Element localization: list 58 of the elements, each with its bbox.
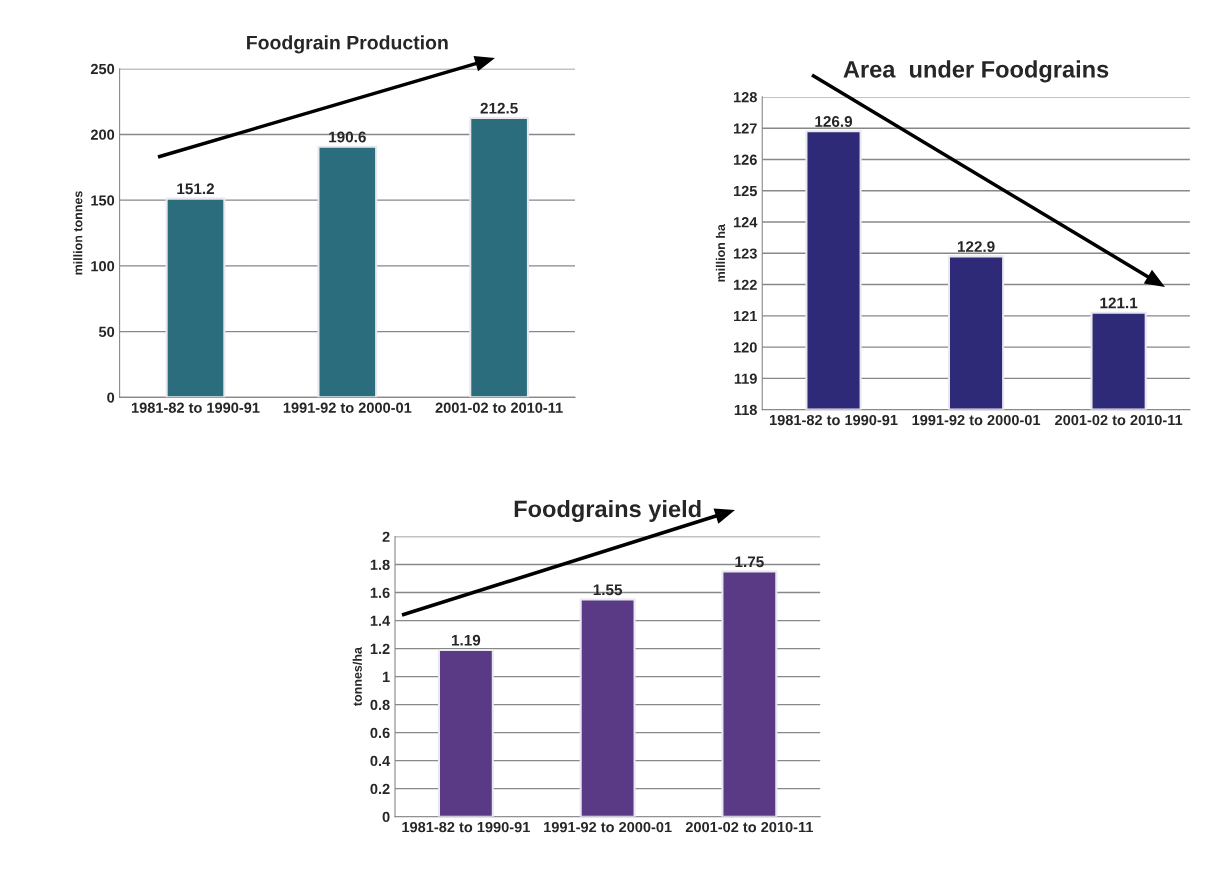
y-axis-title: million ha [715,224,726,282]
y-tick-label: 0.4 [370,755,391,767]
data-label: 1.19 [451,634,481,646]
y-tick-label: 100 [91,260,115,272]
bar [317,145,378,398]
y-tick-label: 119 [734,373,757,384]
data-label: 122.9 [957,241,995,253]
bar [469,116,529,398]
data-label: 1.55 [593,584,623,596]
x-tick-label: 1981-82 to 1990-91 [769,414,898,426]
data-label: 190.6 [329,131,366,143]
y-tick-label: 0 [382,811,390,823]
data-label: 212.5 [480,102,518,114]
y-axis-title: tonnes/ha [352,647,362,706]
data-label: 121.1 [1100,297,1138,309]
y-tick-label: 200 [90,129,115,140]
y-tick-label: 1.2 [370,643,390,654]
y-tick-label: 118 [734,404,757,416]
y-tick-label: 0.2 [370,783,390,795]
bar [579,598,636,817]
y-tick-label: 2 [382,531,390,542]
x-tick-label: 1981-82 to 1990-91 [402,821,530,833]
y-tick-label: 121 [733,310,757,322]
x-tick-label: 2001-02 to 2010-11 [1055,414,1183,426]
bar [437,648,494,817]
chart-title: Foodgrains yield [514,499,701,523]
y-tick-label: 250 [90,63,115,75]
x-tick-label: 1981-82 to 1990-91 [131,402,260,413]
x-tick-label: 1991-92 to 2000-01 [283,402,412,413]
chart-title: Foodgrain Production [247,35,448,54]
x-tick-label: 2001-02 to 2010-11 [685,821,814,833]
y-tick-label: 127 [733,123,757,134]
x-tick-label: 1991-92 to 2000-01 [912,414,1041,426]
chart-title: Area under Foodgrains [843,60,1109,83]
data-label: 151.2 [177,183,214,195]
y-tick-label: 50 [98,326,115,338]
y-tick-label: 123 [733,248,757,259]
y-tick-label: 1.6 [370,587,390,598]
y-axis-title: million tonnes [73,191,83,275]
y-tick-label: 0 [107,392,115,403]
y-tick-label: 125 [733,185,757,197]
y-tick-label: 1 [382,671,390,682]
y-tick-label: 150 [91,195,115,206]
y-tick-label: 1.8 [370,559,390,570]
data-label: 1.75 [735,556,764,568]
y-tick-label: 0.6 [370,727,390,739]
y-tick-label: 120 [733,342,757,353]
y-tick-label: 128 [733,92,757,103]
bar [165,197,226,398]
x-tick-label: 2001-02 to 2010-11 [435,402,563,413]
y-tick-label: 124 [733,217,758,228]
y-tick-label: 122 [733,279,757,290]
bar [721,570,778,817]
y-tick-label: 0.8 [370,699,390,711]
data-label: 126.9 [815,116,853,127]
y-tick-label: 1.4 [370,615,391,626]
y-tick-label: 126 [733,154,757,165]
x-tick-label: 1991-92 to 2000-01 [544,821,672,833]
